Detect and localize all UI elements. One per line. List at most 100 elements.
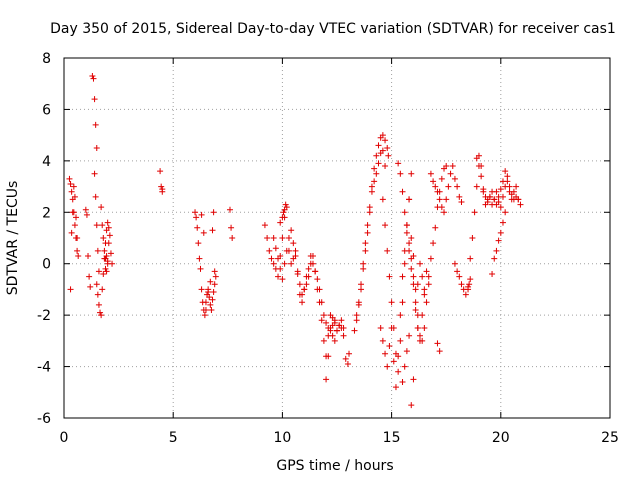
x-tick-label: 0 xyxy=(60,430,69,446)
data-point xyxy=(368,183,375,190)
y-tick-label: 0 xyxy=(42,257,51,273)
data-point xyxy=(427,255,434,262)
data-point xyxy=(275,273,282,280)
data-point xyxy=(325,353,332,360)
data-point xyxy=(207,278,214,285)
data-point xyxy=(397,337,404,344)
data-point xyxy=(212,273,219,280)
data-point xyxy=(388,299,395,306)
data-point xyxy=(395,160,402,167)
x-tick-label: 25 xyxy=(601,430,619,446)
data-point xyxy=(491,255,498,262)
data-point xyxy=(382,350,389,357)
data-point xyxy=(366,204,373,211)
data-point xyxy=(408,170,415,177)
data-point xyxy=(346,350,353,357)
data-point xyxy=(362,247,369,254)
data-point xyxy=(427,170,434,177)
data-point xyxy=(228,224,235,231)
data-point xyxy=(279,214,286,221)
data-point xyxy=(210,209,217,216)
data-point xyxy=(71,222,78,229)
data-point xyxy=(288,227,295,234)
data-point xyxy=(197,265,204,272)
data-point xyxy=(82,206,89,213)
data-point xyxy=(309,260,316,267)
data-point xyxy=(196,255,203,262)
data-point xyxy=(95,268,102,275)
data-point xyxy=(89,73,96,79)
data-point xyxy=(358,286,365,293)
data-point xyxy=(467,255,474,262)
y-tick-label: 2 xyxy=(42,205,51,221)
data-point xyxy=(412,299,419,306)
data-point xyxy=(103,268,110,275)
data-point xyxy=(323,376,330,383)
data-point xyxy=(495,237,502,244)
data-point xyxy=(408,265,415,272)
data-point xyxy=(473,155,480,162)
data-point xyxy=(92,121,99,128)
data-point xyxy=(443,163,450,169)
data-point xyxy=(371,178,378,185)
data-point xyxy=(292,253,299,259)
data-point xyxy=(495,193,502,200)
data-point xyxy=(451,175,458,182)
y-tick-label: -4 xyxy=(37,360,51,376)
data-point xyxy=(338,317,345,324)
data-point xyxy=(403,229,410,236)
data-point xyxy=(406,247,413,254)
data-point xyxy=(447,170,454,177)
y-tick-label: -2 xyxy=(37,308,51,324)
data-point xyxy=(458,199,465,205)
data-point xyxy=(104,260,111,267)
data-point xyxy=(270,260,277,267)
chart-title: Day 350 of 2015, Sidereal Day-to-day VTE… xyxy=(50,21,616,37)
data-point xyxy=(320,312,327,319)
data-point xyxy=(456,273,463,280)
data-point xyxy=(515,196,522,203)
data-point xyxy=(192,209,199,216)
data-point xyxy=(282,201,289,208)
data-point xyxy=(390,325,397,331)
data-point xyxy=(105,224,112,231)
data-point xyxy=(471,209,478,216)
data-point xyxy=(105,240,112,247)
data-point xyxy=(497,186,504,193)
data-point xyxy=(159,186,166,193)
data-point xyxy=(493,201,500,208)
data-point xyxy=(100,271,107,277)
data-point xyxy=(410,376,417,383)
data-point xyxy=(158,183,165,190)
data-point xyxy=(331,319,338,326)
data-point xyxy=(107,250,114,257)
data-point xyxy=(91,96,98,103)
data-point xyxy=(74,247,81,254)
data-point xyxy=(198,211,205,218)
data-point xyxy=(277,219,284,226)
data-point xyxy=(93,281,100,288)
data-point xyxy=(106,232,113,239)
data-point xyxy=(211,281,218,288)
data-point xyxy=(412,307,419,313)
data-point xyxy=(280,209,287,216)
data-point xyxy=(353,312,360,319)
data-point xyxy=(368,188,375,195)
data-point xyxy=(102,265,109,272)
data-point xyxy=(392,384,399,391)
data-point xyxy=(334,327,340,334)
data-point xyxy=(98,204,105,211)
data-point xyxy=(449,163,456,169)
data-point xyxy=(379,147,386,154)
data-point xyxy=(279,235,286,241)
data-point xyxy=(73,214,80,221)
data-point xyxy=(99,286,106,293)
data-point xyxy=(101,247,108,254)
data-point xyxy=(423,268,430,275)
x-tick-label: 5 xyxy=(169,430,178,446)
data-point xyxy=(272,245,279,252)
data-point xyxy=(283,247,290,254)
data-point xyxy=(95,301,102,308)
data-point xyxy=(513,183,520,190)
data-point xyxy=(364,229,371,236)
